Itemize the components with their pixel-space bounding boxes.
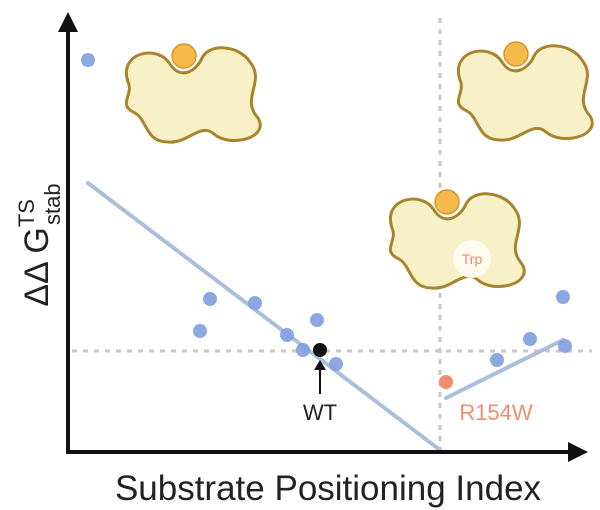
protein — [456, 41, 594, 142]
protein — [124, 43, 262, 144]
data-points — [81, 53, 572, 389]
y-axis-label: ΔΔ GTSstab — [14, 183, 65, 306]
wt-label: WT — [303, 400, 337, 425]
mutant-label: R154W — [459, 400, 533, 425]
y-label-subscript: stab — [40, 183, 65, 225]
y-label-base: ΔΔ G — [18, 227, 56, 306]
wt-arrowhead — [314, 360, 326, 370]
x-arrowhead — [568, 442, 588, 462]
trend-line — [444, 338, 565, 400]
y-arrowhead — [58, 12, 78, 32]
residue-circle — [453, 240, 491, 278]
residue-label: Trp — [462, 251, 483, 267]
trend-line — [86, 181, 442, 452]
protein: Trp — [388, 189, 526, 290]
x-axis-label: Substrate Positioning Index — [115, 469, 542, 508]
y-label-superscript: TS — [14, 199, 39, 227]
